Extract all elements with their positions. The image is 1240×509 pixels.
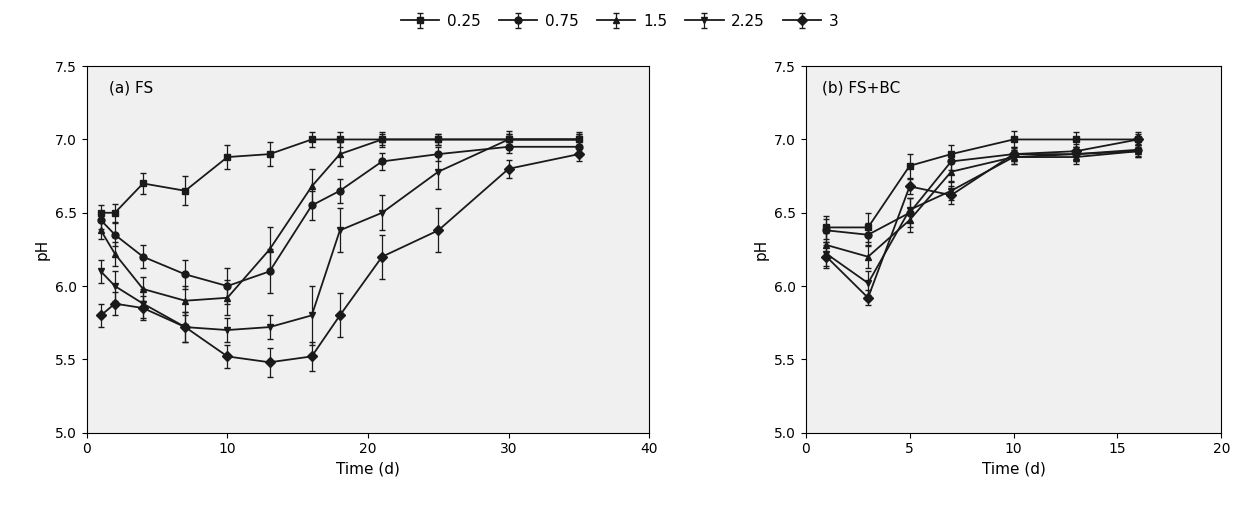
Text: (b) FS+BC: (b) FS+BC	[822, 81, 900, 96]
X-axis label: Time (d): Time (d)	[336, 462, 401, 477]
Y-axis label: pH: pH	[35, 239, 50, 260]
X-axis label: Time (d): Time (d)	[982, 462, 1045, 477]
Y-axis label: pH: pH	[754, 239, 769, 260]
Legend: 0.25, 0.75, 1.5, 2.25, 3: 0.25, 0.75, 1.5, 2.25, 3	[396, 8, 844, 35]
Text: (a) FS: (a) FS	[109, 81, 154, 96]
